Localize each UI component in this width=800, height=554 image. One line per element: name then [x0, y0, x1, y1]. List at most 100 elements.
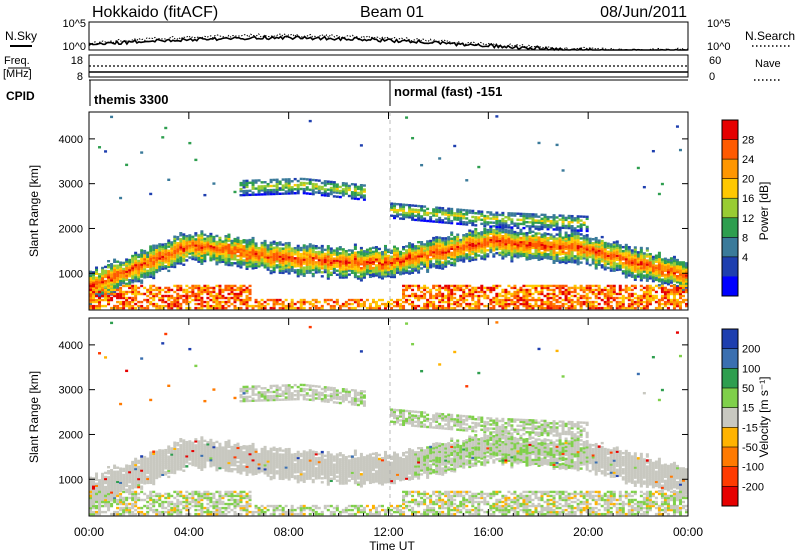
heatmap-cell	[380, 277, 384, 280]
heatmap-cell	[278, 247, 282, 250]
heatmap-cell	[206, 300, 210, 304]
heatmap-cell	[248, 304, 252, 308]
heatmap-cell	[444, 243, 448, 246]
heatmap-cell	[414, 247, 418, 250]
heatmap-cell	[185, 292, 189, 296]
heatmap-cell	[414, 245, 418, 248]
heatmap-cell	[561, 244, 565, 247]
heatmap-cell	[423, 286, 427, 290]
heatmap-cell	[576, 296, 580, 300]
heatmap-cell	[356, 265, 360, 268]
heatmap-cell	[600, 239, 604, 243]
heatmap-cell	[525, 300, 529, 304]
heatmap-cell	[107, 472, 111, 475]
heatmap-cell	[95, 478, 99, 481]
heatmap-cell	[633, 266, 637, 269]
heatmap-cell	[218, 250, 222, 254]
heatmap-cell	[119, 263, 123, 266]
heatmap-cell	[98, 298, 102, 302]
heatmap-cell	[438, 286, 442, 290]
heatmap-cell	[591, 290, 595, 294]
heatmap-cell	[411, 243, 415, 246]
heatmap-cell	[540, 219, 544, 223]
heatmap-cell	[426, 270, 430, 273]
heatmap-cell	[299, 273, 303, 276]
heatmap-cell	[420, 163, 424, 167]
heatmap-cell	[326, 251, 330, 254]
heatmap-cell	[501, 257, 505, 260]
heatmap-cell	[200, 306, 204, 310]
heatmap-cell	[456, 302, 460, 306]
heatmap-cell	[606, 304, 610, 308]
heatmap-cell	[438, 258, 442, 262]
heatmap-cell	[513, 306, 517, 310]
heatmap-cell	[678, 306, 682, 310]
heatmap-cell	[128, 286, 132, 290]
heatmap-cell	[272, 298, 276, 302]
heatmap-cell	[194, 244, 198, 247]
heatmap-cell	[113, 488, 117, 492]
heatmap-cell	[663, 263, 667, 267]
heatmap-cell	[657, 255, 661, 259]
heatmap-cell	[89, 290, 92, 294]
heatmap-cell	[531, 252, 535, 256]
heatmap-cell	[516, 243, 520, 247]
heatmap-cell	[320, 254, 324, 258]
heatmap-cell	[323, 260, 327, 264]
heatmap-cell	[119, 269, 123, 272]
heatmap-cell	[390, 273, 394, 277]
heatmap-cell	[254, 264, 258, 267]
heatmap-cell	[480, 247, 484, 250]
heatmap-cell	[260, 243, 264, 247]
heatmap-cell	[281, 263, 285, 267]
heatmap-cell	[326, 245, 330, 248]
heatmap-cell	[414, 259, 418, 262]
heatmap-cell	[179, 246, 183, 249]
heatmap-cell	[567, 216, 571, 220]
heatmap-cell	[408, 272, 412, 275]
heatmap-cell	[110, 279, 114, 282]
heatmap-cell	[558, 296, 562, 300]
heatmap-cell	[426, 298, 430, 302]
heatmap-cell	[98, 295, 102, 298]
heatmap-cell	[681, 267, 685, 270]
heatmap-cell	[681, 298, 685, 302]
heatmap-cell	[438, 157, 442, 160]
heatmap-cell	[477, 302, 481, 306]
heatmap-cell	[317, 189, 321, 192]
heatmap-cell	[519, 238, 523, 242]
heatmap-cell	[182, 233, 186, 236]
heatmap-cell	[161, 267, 165, 271]
heatmap-cell	[639, 306, 643, 310]
heatmap-cell	[299, 252, 303, 256]
heatmap-cell	[170, 265, 174, 268]
heatmap-cell	[525, 240, 529, 243]
heatmap-cell	[212, 243, 216, 247]
heatmap-cell	[552, 253, 556, 256]
heatmap-cell	[113, 292, 117, 296]
heatmap-cell	[483, 245, 487, 249]
heatmap-cell	[675, 298, 679, 302]
heatmap-cell	[383, 302, 387, 306]
heatmap-cell	[510, 229, 514, 233]
heatmap-cell	[420, 251, 424, 254]
heatmap-cell	[119, 292, 123, 296]
heatmap-cell	[314, 265, 318, 268]
heatmap-cell	[335, 298, 339, 302]
heatmap-cell	[666, 292, 670, 296]
heatmap-cell	[426, 268, 430, 271]
heatmap-cell	[660, 294, 664, 298]
heatmap-cell	[188, 306, 192, 310]
heatmap-cell	[311, 266, 315, 270]
heatmap-cell	[645, 298, 649, 302]
heatmap-cell	[329, 188, 333, 192]
heatmap-cell	[326, 192, 330, 195]
heatmap-cell	[215, 240, 219, 244]
heatmap-cell	[600, 290, 604, 294]
heatmap-cell	[558, 239, 562, 242]
heatmap-cell	[684, 266, 688, 269]
heatmap-cell	[516, 250, 520, 253]
heatmap-cell	[284, 256, 288, 259]
heatmap-cell	[290, 188, 294, 191]
heatmap-cell	[269, 178, 273, 182]
